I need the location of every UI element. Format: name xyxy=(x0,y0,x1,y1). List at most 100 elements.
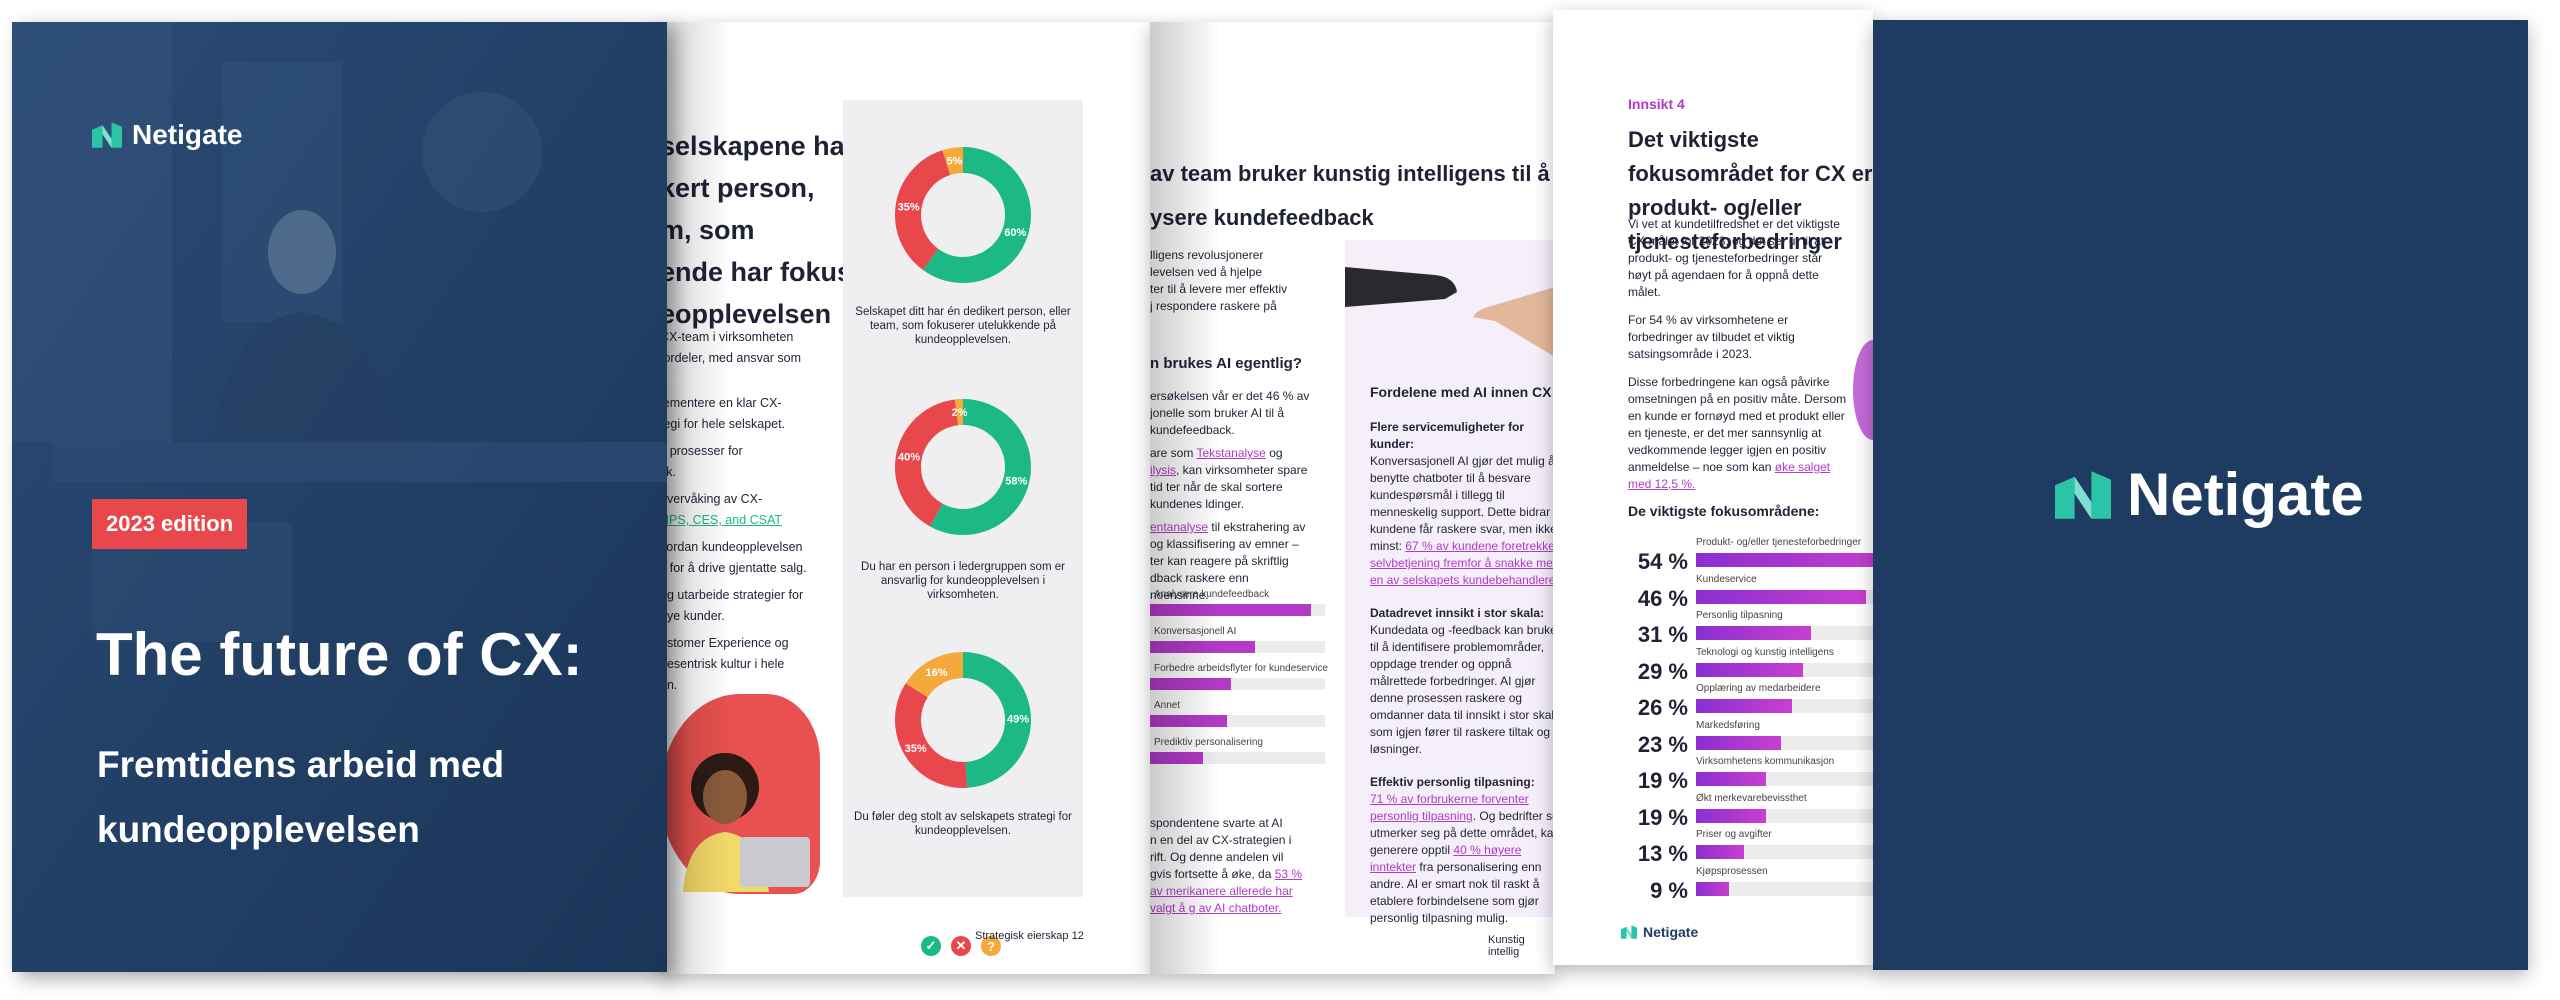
donut-slice-label: 5% xyxy=(946,156,962,168)
cover-subtitle: Fremtidens arbeid med kundeopplevelsen xyxy=(97,744,505,850)
cross-icon: ✕ xyxy=(951,936,971,956)
focus-bar xyxy=(1696,626,1811,640)
donut-slice xyxy=(895,399,1031,535)
donut-slice-label: 58% xyxy=(1005,476,1027,488)
question-icon: ? xyxy=(981,936,1001,956)
page-strategic-ownership: selskapene har kert person, m, som ende … xyxy=(660,22,1150,974)
cover-photo-man-at-desk xyxy=(12,22,667,972)
self-service-stat-link[interactable]: 67 % av kundene foretrekker selvbetjenin… xyxy=(1370,539,1555,587)
focus-bar-value: 29 % xyxy=(1637,658,1688,684)
chatbot-stat-link[interactable]: 53 % av merikanere allerede har valgt å … xyxy=(1150,867,1303,915)
focus-bar-row: 54 % Produkt- og/eller tjenesteforbedring… xyxy=(1628,535,1873,574)
donut-slice-label: 35% xyxy=(898,201,920,213)
focus-bar-value: 54 % xyxy=(1637,549,1688,574)
focus-bar-label: Teknologi og kunstig intelligens xyxy=(1696,646,1834,658)
donut-chart-strategy-pride: 49% 35% 16% xyxy=(895,652,1031,788)
focus-bar-label: Kundeservice xyxy=(1696,573,1757,585)
check-icon: ✓ xyxy=(921,936,941,956)
page4-body: Vi vet at kundetilfredshet er det viktig… xyxy=(1628,217,1847,491)
netigate-logo: Netigate xyxy=(92,119,242,151)
analysis-link[interactable]: ilysis xyxy=(1150,463,1176,477)
focus-bar xyxy=(1696,881,1730,896)
donut-caption-1: Selskapet ditt har én dedikert person, e… xyxy=(855,306,1071,346)
page4-title: Det viktigste fokusområdet for CX er pro… xyxy=(1628,127,1873,254)
focus-bar-row: 13 % Priser og avgifter xyxy=(1628,827,1873,866)
sentiment-analysis-link[interactable]: entanalyse xyxy=(1150,520,1209,534)
focus-bar-label: Produkt- og/eller tjenesteforbedringer xyxy=(1696,537,1862,548)
nps-ces-csat-link[interactable]: NPS, CES, and CSAT xyxy=(660,513,783,527)
focus-bar-row: 19 % Økt merkevarebevissthet xyxy=(1628,791,1873,830)
woman-with-laptop-photo xyxy=(683,753,810,892)
donut-chart-leadership: 58% 40% 2% xyxy=(895,399,1031,535)
netigate-footer-logo: Netigate xyxy=(1621,924,1698,940)
ai-bar xyxy=(1150,678,1231,690)
donut-slice xyxy=(895,652,1031,788)
front-cover: Netigate 2023 edition The future of CX: … xyxy=(12,22,667,972)
focus-bar-row: 19 % Virksomhetens kommunikasjon xyxy=(1628,754,1873,793)
focus-bar-value: 13 % xyxy=(1637,841,1688,866)
survey-results-panel: 60% 35% 5% Selskapet ditt har én dedikert … xyxy=(843,100,1083,956)
focus-bar-value: 19 % xyxy=(1637,804,1688,830)
robot-and-human-hand-image xyxy=(1345,267,1555,357)
ai-benefits-body: Flere servicemuligheter for kunder: Konv… xyxy=(1370,419,1555,943)
ai-bar xyxy=(1150,715,1227,727)
page-ai-feedback: av team bruker kunstig intelligens til å… xyxy=(1150,22,1555,974)
focus-bar-label: Virksomhetens kommunikasjon xyxy=(1696,756,1835,767)
focus-bar-value: 9 % xyxy=(1650,877,1688,903)
focus-bar xyxy=(1696,553,1873,567)
page-insight-4: Innsikt 4 Det viktigste fokusområdet for… xyxy=(1553,10,1873,965)
focus-bar-value: 26 % xyxy=(1637,695,1688,720)
focus-areas-bar-chart: 54 % Produkt- og/eller tjenesteforbedring… xyxy=(1628,535,1873,903)
focus-bar-value: 46 % xyxy=(1637,585,1688,611)
focus-bar-value: 19 % xyxy=(1637,768,1688,793)
focus-bar-row: 29 % Teknologi og kunstig intelligens xyxy=(1628,645,1873,684)
donut-slice xyxy=(895,147,1031,283)
back-cover: Netigate xyxy=(1873,20,2528,970)
focus-bar-row: 26 % Opplæring av medarbeidere xyxy=(1628,681,1873,720)
donut-slice-label: 35% xyxy=(905,743,927,755)
ai-benefits-panel xyxy=(1345,240,1555,917)
page2-body: CX-team i virksomheten fordeler, med ansv… xyxy=(660,330,807,692)
page2-title: selskapene har kert person, m, som ende … xyxy=(660,131,856,329)
netigate-logo-icon xyxy=(1621,925,1637,939)
netigate-logo-icon xyxy=(92,122,122,148)
page3-title: av team bruker kunstig intelligens til å… xyxy=(1150,161,1550,230)
page2-footer: Strategisk eierskap 12 xyxy=(975,930,1084,942)
page3-text: ersøkelsen vår er det 46 % av jonelle som… xyxy=(1150,389,1310,602)
ai-bar-row: Konversasjonell AI xyxy=(1150,624,1340,661)
focus-bar-label: Priser og avgifter xyxy=(1696,829,1772,840)
revenue-stat-link[interactable]: 40 % høyere inntekter xyxy=(1370,843,1522,874)
ai-bar xyxy=(1150,752,1203,764)
personalization-stat-link[interactable]: 71 % av forbrukerne forventer personlig … xyxy=(1370,792,1529,823)
focus-bar-row: 46 % Kundeservice xyxy=(1628,572,1873,611)
insight-label: Innsikt 4 xyxy=(1628,96,1685,112)
focus-bar-label: Opplæring av medarbeidere xyxy=(1696,683,1821,694)
focus-bar xyxy=(1696,662,1804,677)
ai-bar xyxy=(1150,641,1255,653)
focus-bar-value: 23 % xyxy=(1637,731,1688,757)
ai-bar-row: Prediktiv personalisering xyxy=(1150,735,1340,772)
text-analysis-link[interactable]: Tekstanalyse xyxy=(1196,446,1266,460)
focus-bar-row: 9 % Kjøpsprosessen xyxy=(1628,864,1873,903)
netigate-logo: Netigate xyxy=(2055,460,2364,529)
ai-usage-bar-chart: Analysere kundefeedback Konversasjonell … xyxy=(1150,587,1340,772)
donut-slice-label: 16% xyxy=(925,667,947,679)
donut-chart-dedicated-person: 60% 35% 5% xyxy=(895,147,1031,283)
donut-slice-label: 60% xyxy=(1004,227,1026,239)
netigate-logo-icon xyxy=(2055,470,2111,519)
donut-slice-label: 40% xyxy=(898,452,920,464)
donut-caption-3: Du føler deg stolt av selskapets strateg… xyxy=(854,811,1072,837)
sales-stat-link[interactable]: øke salget med 12,5 %. xyxy=(1628,460,1831,491)
focus-bar xyxy=(1696,808,1767,823)
ai-benefits-title: Fordelene med AI innen CX xyxy=(1370,384,1552,400)
focus-bar-label: Kjøpsprosessen xyxy=(1696,865,1768,877)
focus-bar xyxy=(1696,589,1867,604)
focus-bar xyxy=(1696,735,1782,750)
edition-badge: 2023 edition xyxy=(92,499,248,549)
focus-bar-row: 31 % Personlig tilpasning xyxy=(1628,608,1873,647)
ai-bar xyxy=(1150,604,1311,616)
cover-title: The future of CX: xyxy=(96,621,583,688)
focus-bar xyxy=(1696,772,1767,786)
donut-slice xyxy=(895,399,1031,535)
ai-bar-row: Annet xyxy=(1150,698,1340,735)
